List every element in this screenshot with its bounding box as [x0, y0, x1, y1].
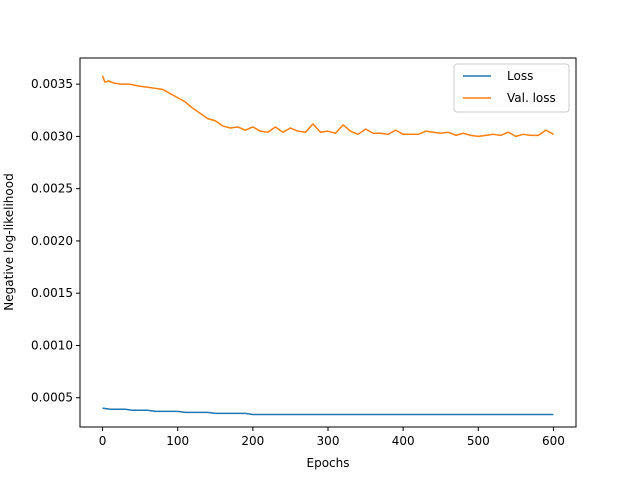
- x-tick-label: 0: [99, 434, 107, 448]
- y-tick-label: 0.0025: [31, 182, 73, 196]
- x-tick-label: 300: [317, 434, 340, 448]
- x-tick-label: 200: [241, 434, 264, 448]
- plot-frame: [79, 57, 577, 428]
- x-tick-label: 600: [542, 434, 565, 448]
- series-line-val-loss: [101, 75, 554, 138]
- x-axis-label: Epochs: [307, 456, 350, 470]
- y-tick-label: 0.0010: [31, 338, 73, 352]
- legend: Loss Val. loss: [453, 63, 570, 113]
- legend-label-val-loss: Val. loss: [507, 91, 556, 105]
- series-line-loss: [102, 407, 554, 416]
- x-tick-label: 100: [166, 434, 189, 448]
- y-tick-label: 0.0035: [31, 77, 73, 91]
- y-axis-label: Negative log-likelihood: [2, 173, 16, 310]
- y-tick-label: 0.0030: [31, 129, 73, 143]
- legend-label-loss: Loss: [507, 69, 533, 83]
- y-tick-label: 0.0020: [31, 234, 73, 248]
- x-tick-label: 500: [467, 434, 490, 448]
- plot-area: [101, 75, 554, 416]
- y-axis-ticks: 0.0005 0.0010 0.0015 0.0020 0.0025 0.0030 0.00…: [31, 77, 80, 405]
- y-tick-label: 0.0015: [31, 286, 73, 300]
- x-axis-ticks: 0 100 200 300 400 500 600: [99, 427, 565, 448]
- y-tick-label: 0.0005: [31, 391, 73, 405]
- x-tick-label: 400: [392, 434, 415, 448]
